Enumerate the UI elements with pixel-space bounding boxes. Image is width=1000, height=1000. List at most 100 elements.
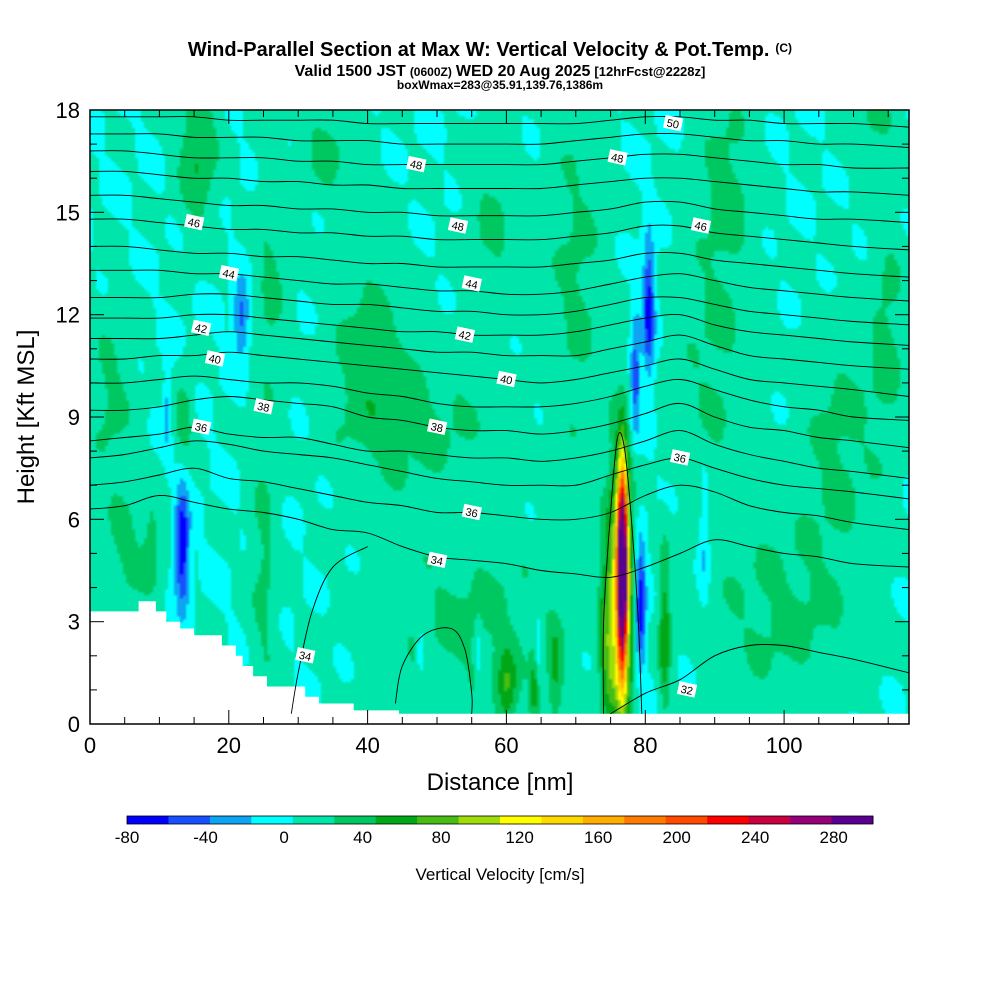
chart-subtitle: Valid 1500 JST (0600Z) WED 20 Aug 2025 [12h… (295, 63, 706, 80)
theta-contour-48-15 (90, 170, 909, 196)
theta-label-bg (295, 647, 316, 664)
colorbar-tick-labels: -80 -40 0 40 80 120 160 200 240 280 (115, 828, 848, 847)
theta-label-bg (662, 114, 684, 132)
y-tick-label: 18 (56, 98, 80, 123)
theta-contour-labels: 32 34 36 36 36 38 38 40 40 42 42 44 44 46 46 48 48 48 50 34 (184, 114, 712, 698)
theta-contour-44-12 (90, 245, 909, 278)
colorbar-swatch-13 (665, 816, 708, 824)
colorbar-tick-label: -80 (115, 828, 140, 847)
theta-contour-42-9 (90, 313, 909, 346)
y-tick-label: 9 (68, 405, 80, 430)
colorbar-swatch-6 (375, 816, 418, 824)
colorbar-swatch-0 (127, 816, 169, 824)
y-tick-label: 6 (68, 507, 80, 532)
theta-label-46: 46 (690, 217, 712, 234)
theta-label-text: 38 (256, 401, 270, 415)
theta-label-46: 46 (184, 213, 205, 231)
colorbar-swatch-15 (748, 816, 791, 824)
theta-label-36: 36 (461, 503, 482, 521)
theta-contour-36-2 (90, 467, 909, 531)
theta-contour-32-0 (610, 644, 909, 715)
theta-label-bg (191, 319, 212, 337)
theta-label-text: 38 (430, 421, 444, 435)
theta-label-bg (253, 398, 274, 415)
theta-contour-42-10 (90, 293, 909, 326)
theta-label-text: 34 (298, 650, 312, 664)
theta-label-text: 42 (457, 329, 471, 343)
colorbar-swatch-11 (582, 816, 625, 824)
colorbar-tick-label: 0 (279, 828, 288, 847)
colorbar-swatch-5 (334, 816, 377, 824)
theta-contour-36-4 (90, 426, 909, 479)
colorbar-swatch-7 (417, 816, 460, 824)
colorbar-tick-label: 40 (353, 828, 372, 847)
colorbar-tick-label: 120 (505, 828, 533, 847)
subtitle-forecast: [12hrFcst@2228z] (594, 64, 705, 79)
y-tick-label: 12 (56, 303, 80, 328)
theta-label-48: 48 (607, 149, 628, 166)
theta-label-34: 34 (426, 551, 448, 569)
subtitle-utc: (0600Z) (410, 65, 452, 79)
x-tick-label: 100 (766, 733, 803, 758)
theta-contour-40-7 (90, 351, 909, 397)
theta-label-42: 42 (454, 326, 476, 343)
colorbar-tick-label: 80 (432, 828, 451, 847)
theta-label-42: 42 (191, 319, 212, 337)
theta-label-44: 44 (218, 264, 240, 282)
colorbar-swatch-1 (168, 816, 211, 824)
theta-label-text: 42 (194, 322, 208, 336)
theta-label-48: 48 (447, 217, 469, 234)
theta-label-text: 46 (187, 216, 201, 230)
theta-label-text: 36 (194, 421, 208, 435)
theta-contour-40-8 (90, 331, 909, 370)
theta-label-text: 48 (409, 158, 423, 172)
colorbar-swatch-2 (209, 816, 252, 824)
theta-contour-38-5 (90, 396, 909, 449)
theta-contour-unlabeled-21 (602, 431, 643, 714)
theta-contour-48-17 (90, 133, 909, 148)
theta-label-text: 44 (464, 278, 478, 292)
theta-label-bg (426, 551, 448, 569)
box-info: boxWmax=283@35.91,139.76,1386m (397, 78, 603, 92)
theta-label-bg (184, 213, 205, 231)
colorbar-swatch-17 (831, 816, 874, 824)
x-tick-label: 40 (355, 733, 379, 758)
theta-contour-46-14 (90, 194, 909, 224)
plot-area: 32 34 36 36 36 38 38 40 40 42 42 44 44 46 46 48 48 48 50 34 (89, 109, 910, 725)
colorbar-tick-label: -40 (193, 828, 218, 847)
theta-label-bg (406, 155, 427, 173)
theta-label-text: 36 (673, 452, 687, 466)
theta-contour-34-19 (290, 546, 368, 714)
theta-label-text: 48 (450, 220, 464, 234)
colorbar (126, 815, 874, 825)
theta-contour-50-18 (90, 115, 909, 128)
colorbar-swatch-16 (790, 816, 833, 824)
y-tick-labels: 0 3 6 9 12 15 18 (56, 98, 80, 737)
x-tick-label: 80 (633, 733, 657, 758)
chart-title: Wind-Parallel Section at Max W: Vertical… (188, 39, 792, 61)
colorbar-swatch-8 (458, 816, 501, 824)
colorbar-title: Vertical Velocity [cm/s] (415, 865, 584, 884)
theta-label-bg (447, 217, 469, 234)
theta-label-40: 40 (204, 350, 226, 367)
vertical-velocity-field (90, 110, 909, 724)
axis-ticks (89, 109, 909, 725)
theta-label-36: 36 (669, 449, 691, 466)
title-suffix: (C) (775, 41, 792, 55)
x-tick-label: 0 (84, 733, 96, 758)
theta-label-bg (454, 326, 476, 343)
theta-label-40: 40 (496, 370, 517, 388)
theta-contour-unlabeled-20 (394, 627, 473, 714)
colorbar-tick-label: 280 (820, 828, 848, 847)
subtitle-date: WED 20 Aug 2025 (456, 63, 591, 80)
theta-label-text: 46 (693, 220, 707, 234)
theta-contour-48-16 (90, 150, 909, 169)
colorbar-swatch-12 (624, 816, 667, 824)
colorbar-tick-label: 160 (584, 828, 612, 847)
theta-label-text: 48 (610, 152, 624, 166)
theta-contour-34-1 (90, 495, 909, 578)
theta-contours (90, 115, 909, 715)
theta-label-bg (461, 275, 482, 292)
colorbar-swatch-14 (707, 816, 750, 824)
